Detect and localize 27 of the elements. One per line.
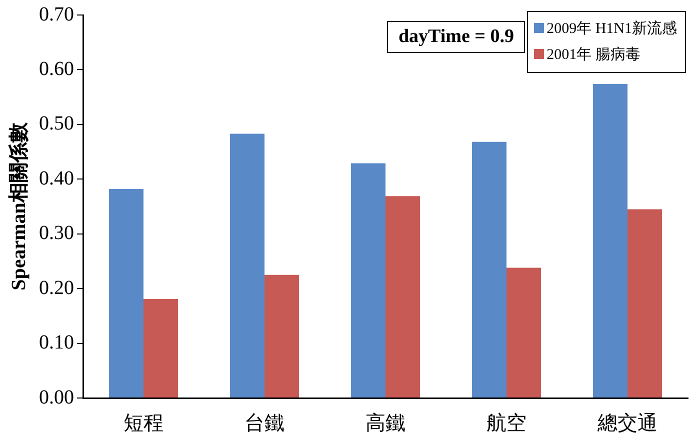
bar xyxy=(593,84,628,398)
y-tick-label: 0.60 xyxy=(39,58,74,80)
x-tick-label: 總交通 xyxy=(596,412,658,434)
legend-label: 2009年 H1N1新流感 xyxy=(546,21,677,37)
y-tick-label: 0.70 xyxy=(39,3,74,26)
x-tick-label: 台鐵 xyxy=(244,412,284,434)
bar xyxy=(628,209,662,398)
y-tick-label: 0.30 xyxy=(39,222,74,244)
legend-label: 2001年 腸病毒 xyxy=(546,47,640,63)
x-tick-label: 航空 xyxy=(486,412,526,434)
x-tick-label: 短程 xyxy=(124,412,164,434)
bar xyxy=(506,268,541,398)
bar xyxy=(144,298,178,398)
y-tick-label: 0.10 xyxy=(39,332,74,354)
y-tick-label: 0.50 xyxy=(39,112,74,135)
bar xyxy=(472,142,506,398)
y-axis-title: Spearman相關係數 xyxy=(8,122,30,290)
x-tick-label: 高鐵 xyxy=(366,411,406,434)
bar xyxy=(230,134,264,398)
bar xyxy=(264,274,299,398)
bar xyxy=(351,163,386,398)
y-tick-label: 0.40 xyxy=(39,167,74,190)
y-tick-label: 0.20 xyxy=(39,276,74,299)
bar xyxy=(109,188,144,398)
y-tick-label: 0.00 xyxy=(39,386,74,408)
bar xyxy=(386,196,420,398)
annotation: dayTime = 0.9 xyxy=(387,21,525,53)
